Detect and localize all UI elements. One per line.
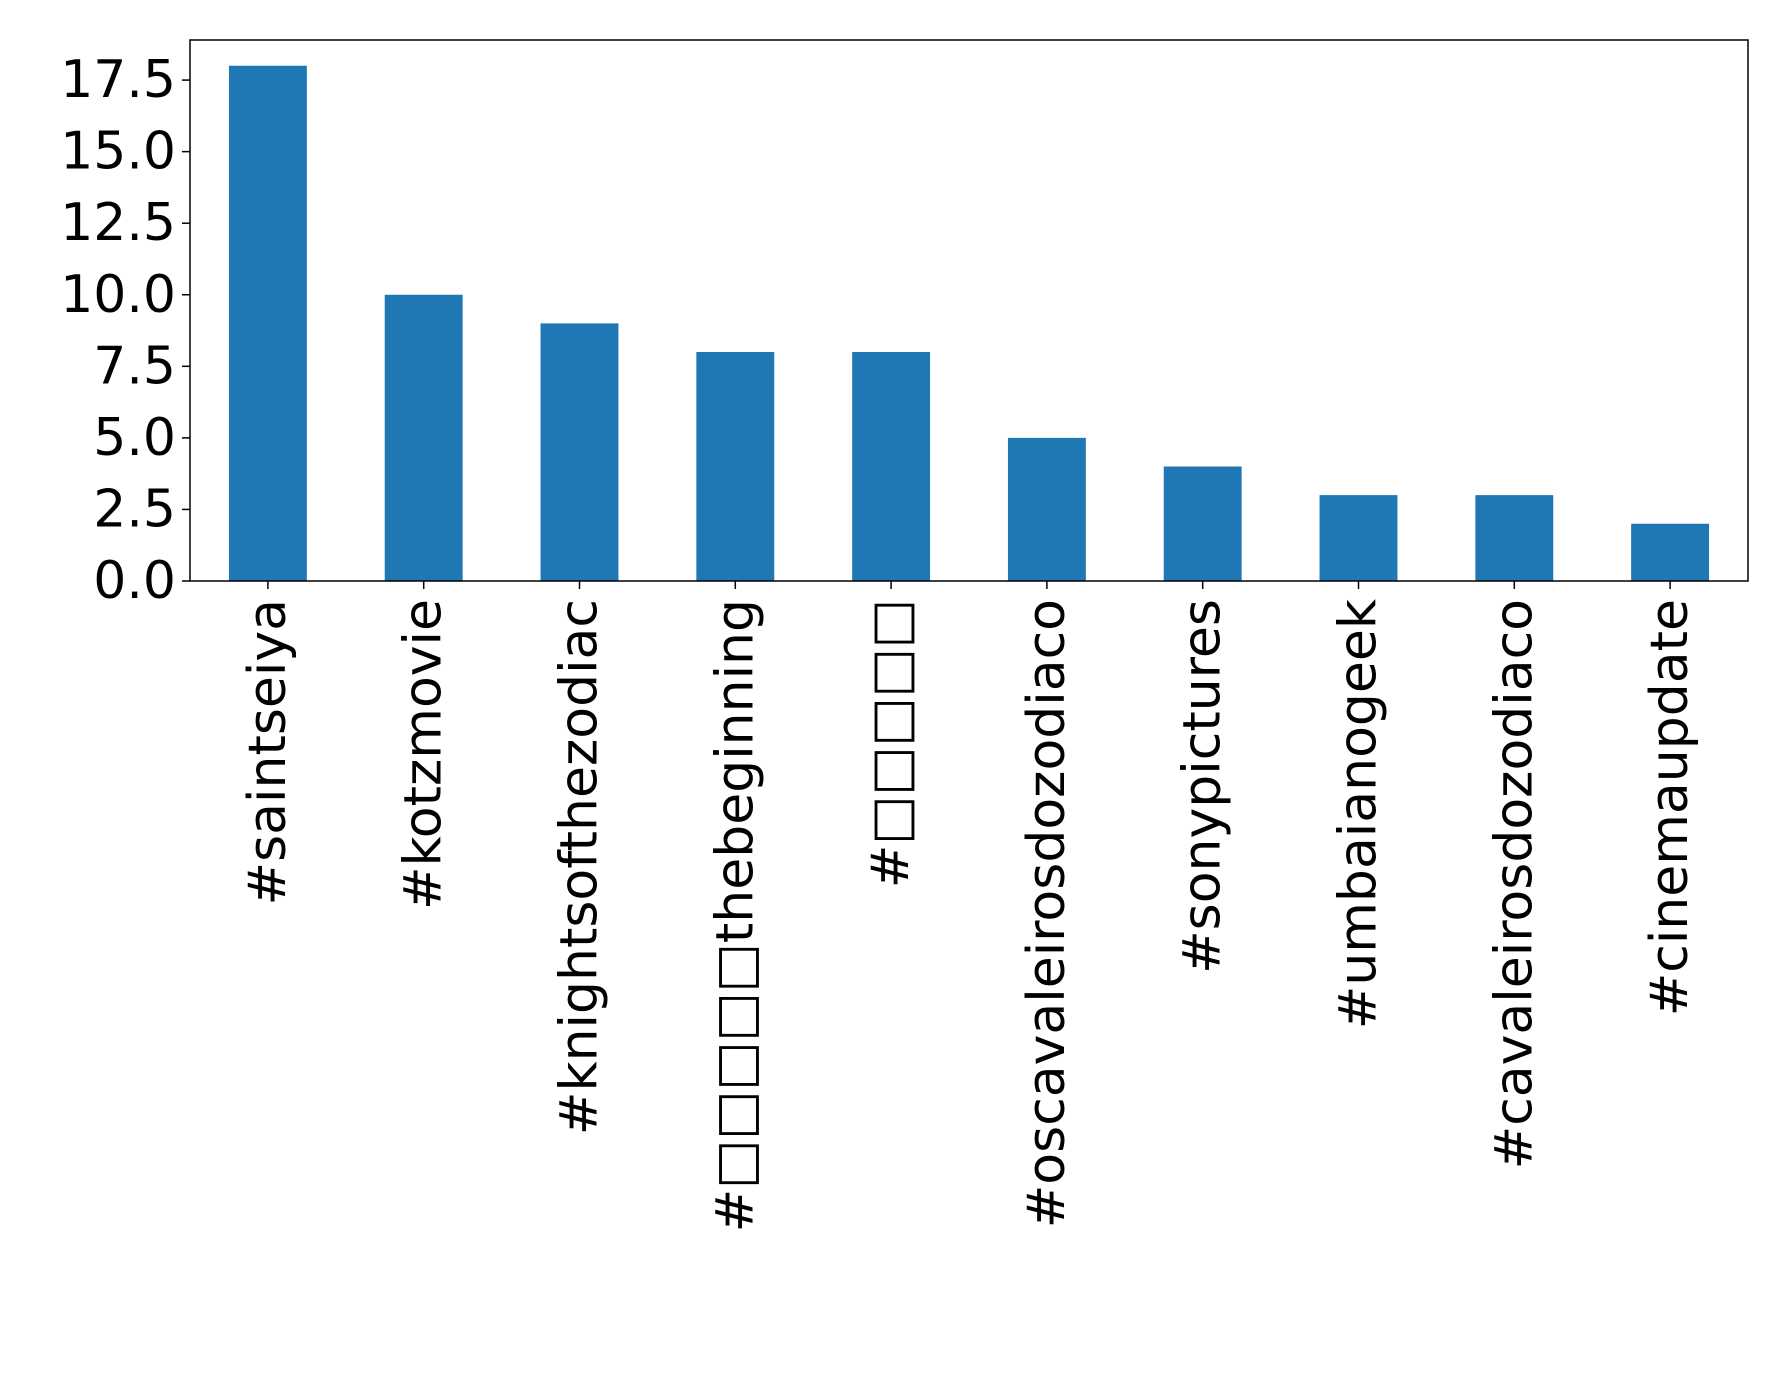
bar — [228, 65, 307, 581]
y-tick-label: 17.5 — [60, 50, 176, 110]
x-tick-label: #cavaleirosdozodiaco — [1484, 599, 1544, 1169]
bar — [1475, 495, 1554, 581]
bar — [696, 352, 775, 581]
x-tick-label: #umbaianogeek — [1329, 599, 1389, 1029]
y-tick-label: 12.5 — [60, 193, 176, 253]
x-tick-label: #kotzmovie — [394, 599, 454, 910]
x-tick-label: #oscavaleirosdozodiaco — [1017, 599, 1077, 1228]
bar — [1163, 466, 1242, 581]
y-tick-label: 0.0 — [93, 551, 176, 611]
y-tick-label: 7.5 — [93, 336, 176, 396]
x-tick-label: #□□□□□thebeginning — [705, 599, 765, 1232]
bar — [1007, 437, 1086, 581]
y-axis: 0.0 2.5 5.0 7.5 10.0 12.5 15.0 17.5 — [60, 50, 190, 611]
bar — [540, 323, 619, 581]
y-tick-label: 5.0 — [93, 408, 176, 468]
bar — [852, 352, 931, 581]
x-tick-label: #□□□□□ — [861, 599, 921, 888]
bar — [1631, 523, 1710, 581]
plot-frame — [189, 39, 1749, 582]
bar — [1319, 495, 1398, 581]
y-tick-label: 15.0 — [60, 122, 176, 182]
bar — [384, 294, 463, 581]
x-tick-label: #knightsofthezodiac — [550, 599, 610, 1135]
y-tick-label: 10.0 — [60, 265, 176, 325]
bars-group — [228, 65, 1710, 581]
x-tick-label: #cinemaupdate — [1640, 599, 1700, 1016]
x-tick-label: #sonypictures — [1173, 599, 1233, 974]
x-axis: #saintseiya #kotzmovie #knightsofthezodiac… — [238, 581, 1700, 1232]
x-tick-label: #saintseiya — [238, 599, 298, 906]
y-tick-label: 2.5 — [93, 479, 176, 539]
